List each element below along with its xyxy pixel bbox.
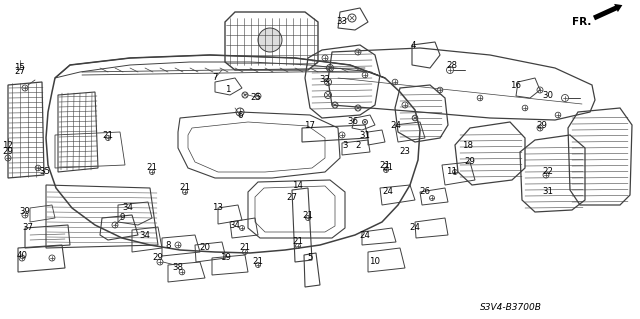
Circle shape [258,28,282,52]
Text: 13: 13 [212,204,223,212]
Text: 8: 8 [165,241,171,249]
Text: 24: 24 [390,122,401,130]
Text: 40: 40 [17,250,28,259]
Text: 7: 7 [212,73,218,83]
Text: 34: 34 [140,231,150,240]
Text: 34: 34 [230,220,241,229]
Text: 37: 37 [22,224,33,233]
Text: 21: 21 [303,211,314,219]
Text: 11: 11 [447,167,458,176]
Text: 5: 5 [307,254,313,263]
Text: 21: 21 [102,130,113,139]
Text: 26: 26 [419,188,431,197]
Text: 24: 24 [383,188,394,197]
Text: 16: 16 [511,80,522,90]
Text: 4: 4 [410,41,416,50]
Text: 1: 1 [225,85,231,94]
Text: 15: 15 [15,63,26,72]
Text: 27: 27 [287,194,298,203]
Text: 30: 30 [543,92,554,100]
Text: 6: 6 [237,110,243,120]
Text: FR.: FR. [572,17,591,27]
Text: 32: 32 [319,76,330,85]
Text: 25: 25 [250,93,262,101]
Text: 18: 18 [463,140,474,150]
Text: 14: 14 [292,181,303,189]
Text: S3V4-B3700B: S3V4-B3700B [480,303,542,313]
Text: 21: 21 [147,164,157,173]
Text: 9: 9 [119,213,125,222]
Text: 29: 29 [465,158,476,167]
Text: 31: 31 [543,188,554,197]
Text: 21: 21 [292,238,303,247]
Text: 17: 17 [305,122,316,130]
Text: 3: 3 [342,142,348,151]
Text: 21: 21 [179,183,191,192]
Text: 24: 24 [360,232,371,241]
Text: 38: 38 [173,263,184,272]
Text: 12: 12 [3,140,13,150]
Text: 34: 34 [122,204,134,212]
Text: 23: 23 [399,147,410,157]
Text: 29: 29 [536,122,547,130]
Text: 21: 21 [253,257,264,266]
Text: 35: 35 [40,167,51,176]
Text: 36: 36 [348,117,358,127]
Text: 24: 24 [410,224,420,233]
Text: 22: 22 [543,167,554,176]
Text: 28: 28 [447,62,458,70]
Text: 21: 21 [383,164,394,173]
Text: 33: 33 [337,18,348,26]
Text: 21: 21 [239,243,250,253]
Text: 2: 2 [355,142,361,151]
FancyArrow shape [593,4,622,20]
Text: 20: 20 [200,243,211,253]
Text: 29: 29 [3,147,13,157]
Text: 21: 21 [380,160,390,169]
Text: 31: 31 [360,131,371,140]
Text: 27: 27 [15,68,26,77]
Text: 29: 29 [152,254,163,263]
Text: 39: 39 [20,207,31,217]
Text: 10: 10 [369,257,381,266]
Text: 19: 19 [220,254,230,263]
